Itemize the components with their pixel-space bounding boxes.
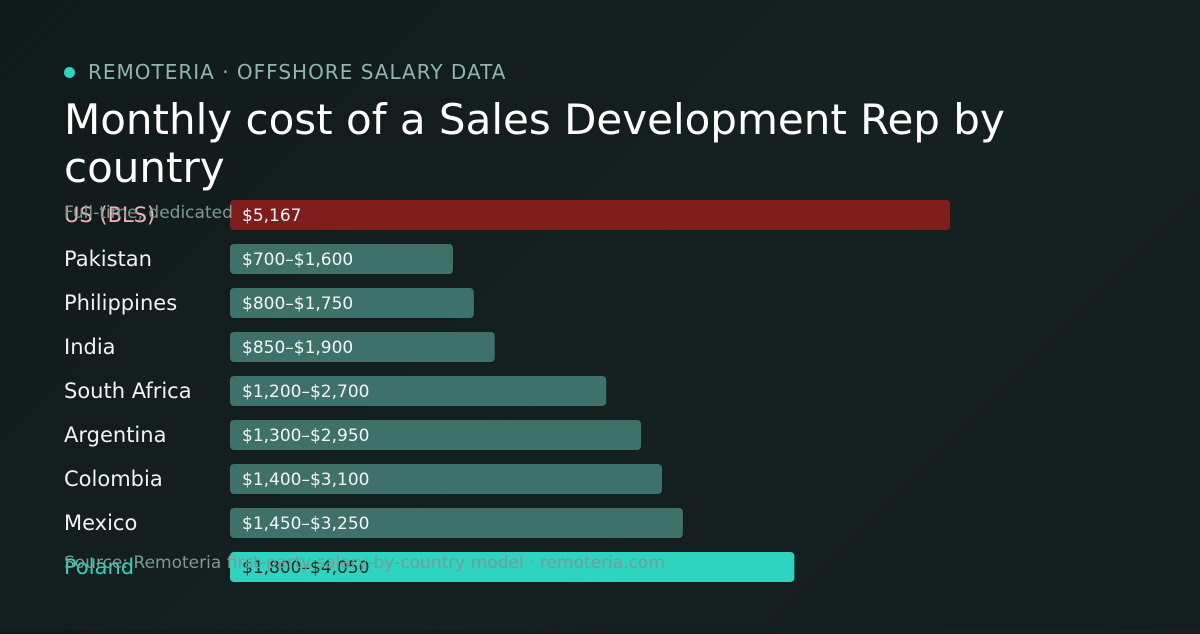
category-label: Poland (64, 555, 134, 579)
bar (230, 200, 950, 230)
value-label: $850–$1,900 (242, 338, 353, 358)
category-label: Mexico (64, 511, 137, 535)
brand-label: REMOTERIA · OFFSHORE SALARY DATA (88, 60, 507, 84)
value-label: $1,200–$2,700 (242, 382, 369, 402)
bar (230, 508, 683, 538)
value-label: $700–$1,600 (242, 250, 353, 270)
value-label: $1,300–$2,950 (242, 426, 369, 446)
bar (230, 420, 642, 450)
bar (230, 332, 495, 362)
bar-row: Poland $1,800–$4,050 (64, 552, 795, 582)
category-label: Colombia (64, 467, 163, 491)
bar-row: Pakistan $700–$1,600 (64, 244, 453, 274)
value-label: $1,800–$4,050 (242, 558, 369, 578)
value-label: $5,167 (242, 206, 301, 226)
category-label: Pakistan (64, 247, 152, 271)
bar-row: US (BLS) $5,167 (64, 200, 950, 230)
bar (230, 552, 795, 582)
value-label: $1,400–$3,100 (242, 470, 369, 490)
bar-row: South Africa $1,200–$2,700 (64, 376, 607, 406)
bar (230, 244, 453, 274)
chart-title: Monthly cost of a Sales Development Rep … (64, 95, 1005, 192)
value-label: $1,450–$3,250 (242, 514, 369, 534)
bar-row: India $850–$1,900 (64, 332, 495, 362)
bar-row: Philippines $800–$1,750 (64, 288, 474, 318)
bar (230, 288, 474, 318)
bar-row: Colombia $1,400–$3,100 (64, 464, 662, 494)
bar (230, 464, 662, 494)
category-label: Philippines (64, 291, 177, 315)
brand-header: REMOTERIA · OFFSHORE SALARY DATA (64, 60, 506, 84)
brand-dot-icon (64, 66, 75, 78)
category-label: US (BLS) (64, 203, 155, 227)
bar-row: Argentina $1,300–$2,950 (64, 420, 642, 450)
bar-row: Mexico $1,450–$3,250 (64, 508, 683, 538)
bar (230, 376, 607, 406)
source-note: Source: Remoteria first-party salary-by-… (64, 553, 665, 573)
category-label: South Africa (64, 379, 192, 403)
category-label: India (64, 335, 116, 359)
category-label: Argentina (64, 423, 166, 447)
chart-subtitle: Full-time, dedicated (64, 203, 233, 223)
value-label: $800–$1,750 (242, 294, 353, 314)
